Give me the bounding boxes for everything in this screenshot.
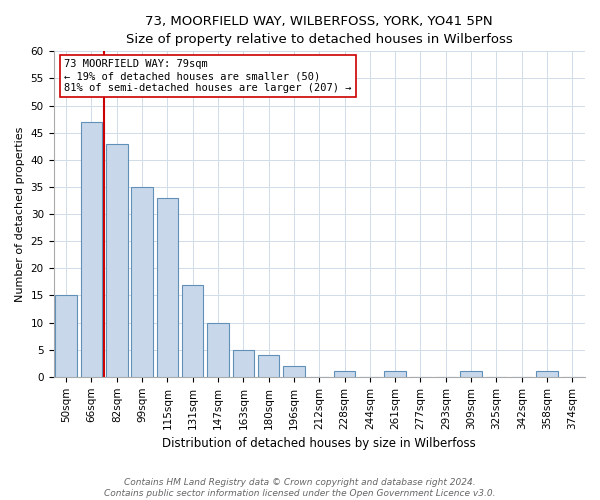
Bar xyxy=(157,198,178,377)
Y-axis label: Number of detached properties: Number of detached properties xyxy=(15,126,25,302)
Bar xyxy=(233,350,254,377)
Bar xyxy=(131,187,153,377)
Bar xyxy=(106,144,128,377)
X-axis label: Distribution of detached houses by size in Wilberfoss: Distribution of detached houses by size … xyxy=(163,437,476,450)
Bar xyxy=(81,122,102,377)
Text: 73 MOORFIELD WAY: 79sqm
← 19% of detached houses are smaller (50)
81% of semi-de: 73 MOORFIELD WAY: 79sqm ← 19% of detache… xyxy=(64,60,352,92)
Bar xyxy=(385,372,406,377)
Bar xyxy=(536,372,558,377)
Bar xyxy=(182,284,203,377)
Bar xyxy=(258,355,280,377)
Bar xyxy=(55,296,77,377)
Bar xyxy=(334,372,355,377)
Bar xyxy=(207,322,229,377)
Bar xyxy=(460,372,482,377)
Bar xyxy=(283,366,305,377)
Text: Contains HM Land Registry data © Crown copyright and database right 2024.
Contai: Contains HM Land Registry data © Crown c… xyxy=(104,478,496,498)
Title: 73, MOORFIELD WAY, WILBERFOSS, YORK, YO41 5PN
Size of property relative to detac: 73, MOORFIELD WAY, WILBERFOSS, YORK, YO4… xyxy=(126,15,512,46)
